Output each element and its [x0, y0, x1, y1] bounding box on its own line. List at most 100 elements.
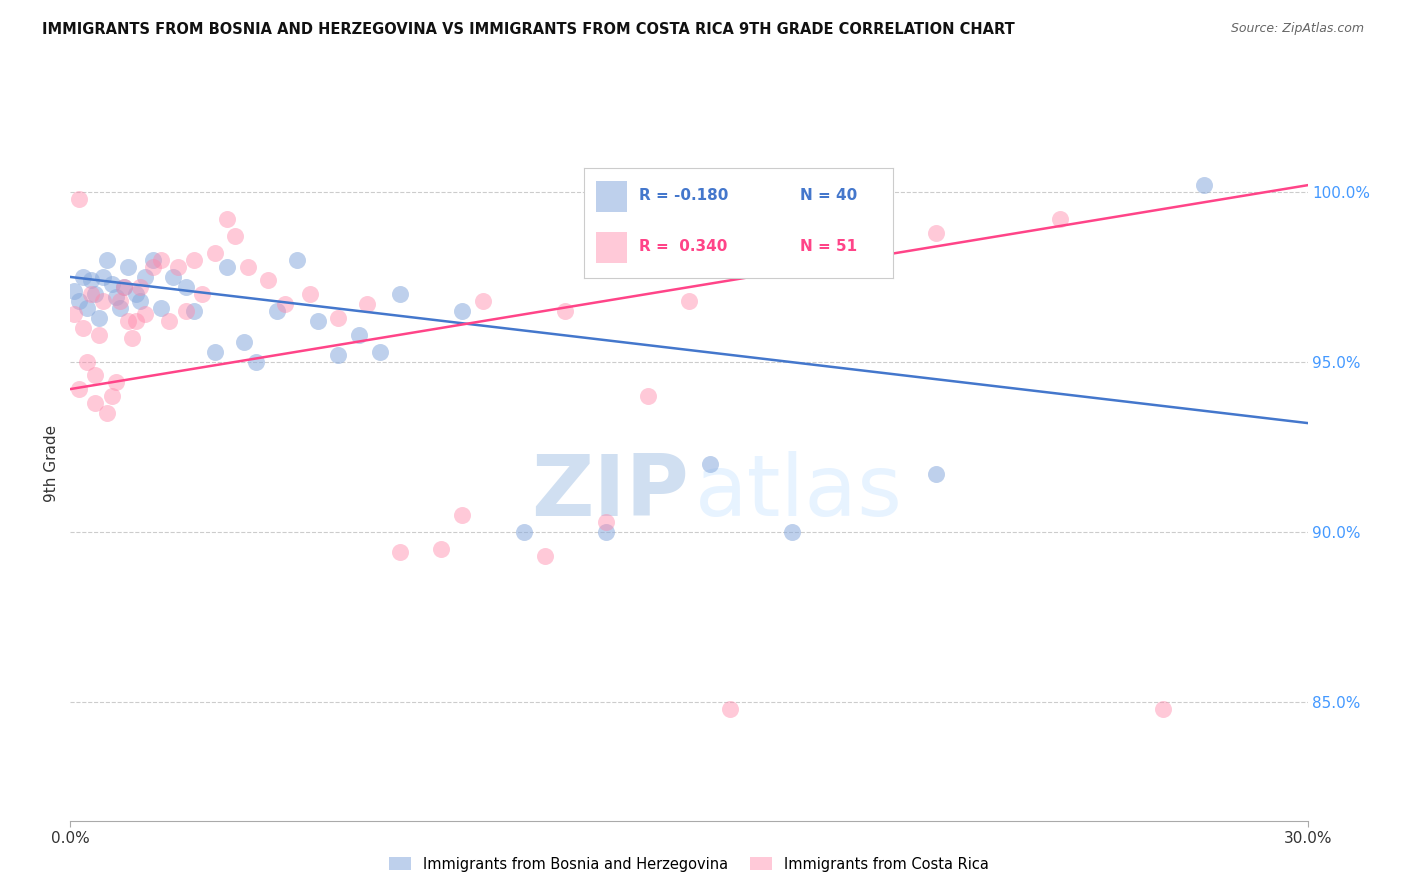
Point — [389, 287, 412, 301]
Point — [637, 389, 659, 403]
Point — [129, 293, 152, 308]
Point — [183, 252, 205, 267]
Point — [347, 327, 370, 342]
Point — [215, 212, 238, 227]
Point — [174, 304, 197, 318]
Point — [117, 314, 139, 328]
Point — [142, 260, 165, 274]
Bar — [596, 181, 627, 212]
Point — [104, 376, 127, 390]
Point — [162, 269, 184, 284]
Point — [63, 284, 86, 298]
Point — [718, 701, 741, 715]
Point — [471, 293, 494, 308]
Point — [368, 344, 391, 359]
Point — [245, 355, 267, 369]
Point — [134, 307, 156, 321]
Point — [1152, 701, 1174, 715]
Point — [91, 269, 114, 284]
Point — [595, 515, 617, 529]
Point — [108, 301, 131, 315]
Point — [183, 304, 205, 318]
Point — [67, 382, 90, 396]
Point — [236, 260, 259, 274]
Point — [84, 287, 107, 301]
Point — [224, 229, 246, 244]
Point — [129, 280, 152, 294]
Point — [134, 269, 156, 284]
Point — [91, 293, 114, 308]
Point — [174, 280, 197, 294]
Point — [150, 301, 173, 315]
Point — [925, 226, 948, 240]
Point — [699, 457, 721, 471]
Text: N = 51: N = 51 — [800, 239, 858, 254]
Point — [96, 252, 118, 267]
Point — [215, 260, 238, 274]
Point — [72, 269, 94, 284]
Point — [108, 293, 131, 308]
Point — [96, 406, 118, 420]
Point — [204, 344, 226, 359]
Point — [80, 273, 103, 287]
Point — [204, 246, 226, 260]
Point — [257, 273, 280, 287]
Point — [100, 389, 122, 403]
Point — [80, 287, 103, 301]
Point — [451, 508, 474, 522]
Point — [157, 314, 180, 328]
Point — [166, 260, 188, 274]
Point — [513, 524, 536, 539]
Point — [67, 192, 90, 206]
Point — [117, 260, 139, 274]
Point — [925, 467, 948, 481]
Point — [389, 545, 412, 559]
Point — [112, 280, 135, 294]
Point — [780, 524, 803, 539]
Point — [121, 331, 143, 345]
Point — [76, 355, 98, 369]
Point — [67, 293, 90, 308]
Text: atlas: atlas — [695, 450, 903, 534]
Point — [89, 327, 111, 342]
Point — [142, 252, 165, 267]
Point — [595, 524, 617, 539]
Text: N = 40: N = 40 — [800, 188, 858, 203]
Point — [100, 277, 122, 291]
Point — [84, 368, 107, 383]
Point — [72, 321, 94, 335]
Point — [274, 297, 297, 311]
Legend: Immigrants from Bosnia and Herzegovina, Immigrants from Costa Rica: Immigrants from Bosnia and Herzegovina, … — [384, 851, 994, 878]
Point — [125, 314, 148, 328]
Point — [1194, 178, 1216, 193]
Point — [112, 280, 135, 294]
Y-axis label: 9th Grade: 9th Grade — [44, 425, 59, 502]
Point — [740, 195, 762, 210]
Point — [678, 293, 700, 308]
Point — [84, 395, 107, 409]
Point — [285, 252, 308, 267]
Text: ZIP: ZIP — [531, 450, 689, 534]
Point — [328, 310, 350, 325]
Point — [266, 304, 288, 318]
Point — [1049, 212, 1071, 227]
Point — [451, 304, 474, 318]
Point — [307, 314, 329, 328]
Text: R =  0.340: R = 0.340 — [640, 239, 728, 254]
Point — [298, 287, 321, 301]
Point — [125, 287, 148, 301]
Point — [356, 297, 378, 311]
Point — [430, 541, 453, 556]
Text: IMMIGRANTS FROM BOSNIA AND HERZEGOVINA VS IMMIGRANTS FROM COSTA RICA 9TH GRADE C: IMMIGRANTS FROM BOSNIA AND HERZEGOVINA V… — [42, 22, 1015, 37]
Point — [533, 549, 555, 563]
Text: Source: ZipAtlas.com: Source: ZipAtlas.com — [1230, 22, 1364, 36]
Point — [89, 310, 111, 325]
Point — [232, 334, 254, 349]
Point — [554, 304, 576, 318]
Point — [191, 287, 214, 301]
Point — [328, 348, 350, 362]
Text: R = -0.180: R = -0.180 — [640, 188, 728, 203]
Point — [76, 301, 98, 315]
Point — [104, 290, 127, 304]
Point — [150, 252, 173, 267]
